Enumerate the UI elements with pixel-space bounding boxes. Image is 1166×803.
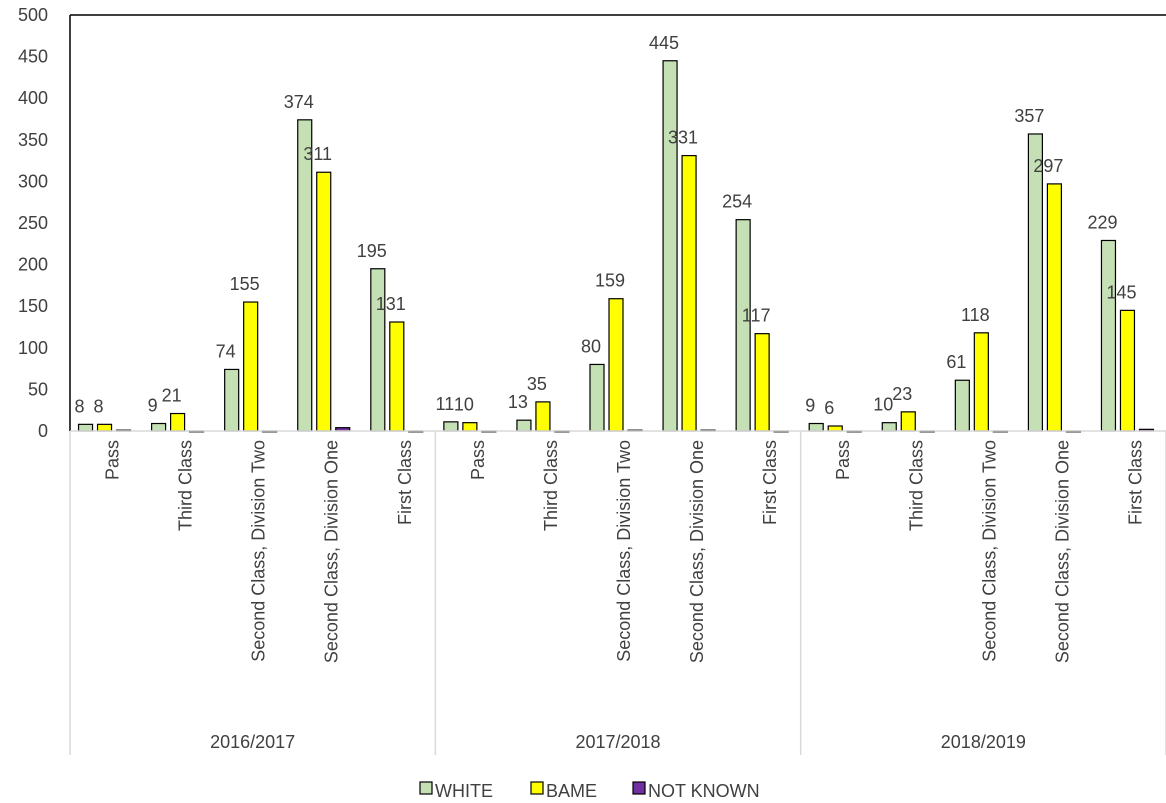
data-label: 155	[230, 274, 260, 294]
data-label: 11	[436, 394, 455, 414]
x-tick-label: First Class	[395, 440, 415, 525]
data-label: 23	[892, 384, 912, 404]
data-label: 229	[1087, 212, 1117, 232]
bar-white	[516, 419, 532, 432]
data-label: 10	[873, 395, 893, 415]
data-label: 6	[824, 398, 834, 418]
y-tick-label: 250	[18, 213, 48, 233]
data-label: 254	[722, 192, 752, 212]
bar-bame	[900, 411, 916, 432]
y-tick-label: 400	[18, 88, 48, 108]
x-tick-label: Second Class, Division Two	[614, 440, 634, 662]
x-tick-label: First Class	[760, 440, 780, 525]
bar-white	[77, 423, 94, 432]
legend-label: BAME	[546, 781, 597, 801]
data-label: 9	[805, 396, 815, 416]
bar-bame	[754, 333, 770, 432]
bar-bame	[973, 332, 989, 432]
bar-white	[662, 60, 678, 432]
x-tick-label: Pass	[103, 440, 123, 480]
x-tick-label: Second Class, Division Two	[979, 440, 999, 662]
legend-swatch	[419, 781, 433, 795]
bar-bame	[316, 171, 332, 432]
data-label: 80	[581, 336, 601, 356]
y-tick-label: 300	[18, 171, 48, 191]
data-label: 297	[1033, 156, 1063, 176]
bar-bame	[96, 423, 113, 432]
bar-white	[954, 379, 970, 432]
data-label: 159	[595, 271, 625, 291]
legend-swatch	[530, 781, 544, 795]
y-tick-label: 0	[38, 421, 48, 441]
data-label: 145	[1106, 282, 1136, 302]
data-label: 35	[527, 374, 547, 394]
data-label: 445	[649, 33, 679, 53]
data-label: 21	[162, 386, 182, 406]
group-label: 2016/2017	[210, 732, 295, 752]
data-label: 10	[454, 395, 474, 415]
x-tick-label: Third Class	[176, 440, 196, 531]
x-tick-label: Pass	[468, 440, 488, 480]
y-tick-label: 500	[18, 5, 48, 25]
data-label: 195	[357, 241, 387, 261]
bar-bame	[681, 155, 697, 432]
group-label: 2018/2019	[941, 732, 1026, 752]
y-tick-label: 150	[18, 296, 48, 316]
bar-white	[443, 421, 459, 432]
data-label: 374	[284, 92, 314, 112]
legend-swatch	[632, 781, 646, 795]
bar-bame	[608, 298, 624, 432]
y-axis: 0 50 100 150 200 250 300 350 400 450 500	[18, 5, 48, 441]
data-label: 118	[961, 305, 990, 325]
data-label: 331	[668, 128, 698, 148]
bar-white	[151, 422, 167, 432]
bar-bame	[1119, 309, 1136, 432]
bar-white	[224, 368, 240, 432]
bar-bame	[389, 321, 405, 432]
bar-white	[297, 119, 313, 432]
x-tick-label: Pass	[833, 440, 853, 480]
x-tick-label: First Class	[1125, 440, 1145, 525]
bar-white	[1027, 133, 1044, 432]
data-label: 131	[376, 294, 406, 314]
data-label: 8	[94, 396, 104, 416]
x-tick-label: Second Class, Division One	[1052, 440, 1072, 663]
bar-bame	[243, 301, 259, 432]
y-tick-label: 350	[18, 130, 48, 150]
bar-bame	[462, 422, 478, 432]
x-tick-label: Second Class, Division One	[322, 440, 342, 663]
y-tick-label: 200	[18, 255, 48, 275]
bar-bame	[1046, 183, 1063, 432]
data-label: 9	[148, 396, 158, 416]
data-label: 311	[303, 144, 332, 164]
bar-bame	[535, 401, 551, 432]
y-tick-label: 50	[28, 379, 48, 399]
x-tick-label: Second Class, Division Two	[249, 440, 269, 662]
bar-white	[1100, 239, 1117, 432]
legend-label: NOT KNOWN	[648, 781, 760, 801]
data-label: 8	[75, 396, 85, 416]
x-tick-label: Third Class	[541, 440, 561, 531]
data-label: 117	[742, 306, 771, 326]
data-label: 74	[216, 341, 236, 361]
data-label: 61	[946, 352, 966, 372]
bar-bame	[170, 412, 186, 432]
bar-white	[589, 363, 605, 432]
data-label: 357	[1014, 106, 1044, 126]
x-tick-label: Second Class, Division One	[687, 440, 707, 663]
y-tick-label: 100	[18, 338, 48, 358]
legend-label: WHITE	[435, 781, 493, 801]
bar-white	[808, 422, 824, 432]
x-tick-label: Third Class	[906, 440, 926, 531]
y-tick-label: 450	[18, 47, 48, 67]
group-label: 2017/2018	[575, 732, 660, 752]
bar-white	[881, 422, 897, 432]
x-axis: Pass Third Class Second Class, Division Tw…	[69, 431, 1166, 755]
legend: WHITE BAME NOT KNOWN	[419, 781, 760, 801]
data-label: 13	[508, 392, 528, 412]
